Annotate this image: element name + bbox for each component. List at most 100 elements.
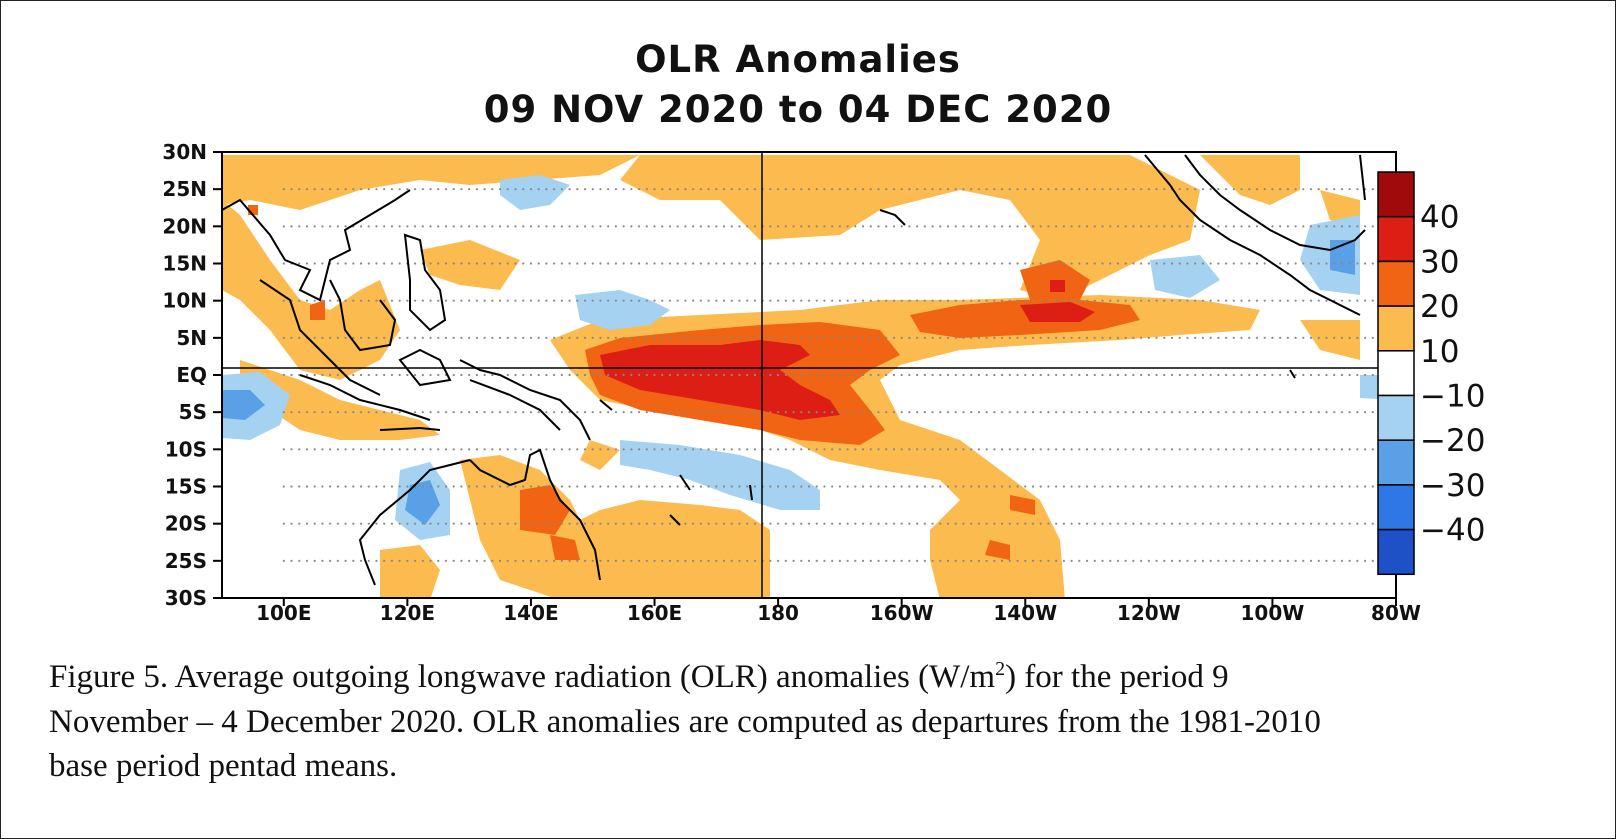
grid-dot (591, 188, 594, 191)
grid-dot (746, 522, 749, 525)
grid-dot (1078, 448, 1081, 451)
grid-dot (1132, 411, 1135, 414)
grid-dot (861, 485, 865, 488)
grid-dot (529, 336, 533, 339)
grid-dot (305, 188, 309, 191)
negative-anomaly-20-30 (222, 240, 1355, 525)
grid-dot (1340, 411, 1344, 414)
grid-dot (321, 485, 324, 488)
grid-dot (1155, 262, 1158, 265)
grid-dot (491, 336, 494, 339)
grid-dot (630, 188, 633, 191)
grid-dot (336, 336, 339, 339)
grid-dot (877, 485, 880, 488)
grid-dot (653, 188, 656, 191)
grid-dot (475, 262, 478, 265)
grid-dot (684, 448, 687, 451)
grid-dot (336, 559, 339, 562)
grid-dot (1248, 522, 1251, 525)
grid-dot (1116, 299, 1120, 302)
grid-dot (475, 299, 478, 302)
grid-dot (1186, 188, 1189, 191)
grid-dot (1248, 299, 1251, 302)
grid-dot (1116, 188, 1120, 191)
grid-dot (1039, 485, 1042, 488)
grid-dot (993, 522, 996, 525)
grid-dot (1186, 522, 1189, 525)
grid-dot (1333, 225, 1336, 228)
grid-dot (1147, 225, 1150, 228)
grid-dot (738, 299, 741, 302)
grid-dot (583, 225, 587, 228)
grid-dot (1263, 522, 1266, 525)
grid-dot (707, 188, 710, 191)
grid-dot (614, 262, 618, 265)
grid-dot (1039, 411, 1042, 414)
grid-dot (1093, 373, 1096, 377)
grid-dot (1055, 522, 1058, 525)
grid-dot (1325, 336, 1328, 339)
grid-dot (529, 485, 533, 488)
grid-dot (946, 225, 950, 228)
grid-dot (746, 373, 749, 377)
grid-dot (861, 225, 865, 228)
grid-dot (498, 188, 502, 191)
grid-dot (738, 188, 741, 191)
grid-dot (622, 411, 625, 414)
grid-dot (468, 448, 471, 451)
grid-dot (877, 522, 880, 525)
grid-dot (290, 188, 293, 191)
grid-dot (908, 373, 911, 377)
grid-dot (1178, 188, 1181, 191)
grid-dot (498, 225, 502, 228)
grid-dot (993, 485, 996, 488)
grid-dot (815, 262, 818, 265)
grid-dot (1294, 448, 1297, 451)
grid-dot (1101, 522, 1104, 525)
grid-dot (707, 411, 710, 414)
grid-dot (684, 299, 687, 302)
grid-dot (939, 225, 942, 228)
grid-dot (722, 188, 726, 191)
grid-dot (599, 299, 602, 302)
grid-dot (336, 411, 339, 414)
grid-dot (684, 373, 687, 377)
grid-dot (1124, 225, 1127, 228)
grid-dot (398, 299, 401, 302)
grid-dot (444, 262, 448, 265)
grid-dot (962, 485, 965, 488)
grid-dot (753, 522, 757, 525)
grid-dot (1364, 448, 1367, 451)
grid-dot (885, 411, 888, 414)
grid-dot (1294, 485, 1297, 488)
grid-dot (1209, 299, 1212, 302)
grid-dot (730, 299, 733, 302)
grid-dot (970, 262, 973, 265)
grid-dot (1302, 225, 1305, 228)
grid-dot (800, 188, 803, 191)
grid-dot (614, 448, 618, 451)
grid-dot (753, 411, 757, 414)
grid-dot (1224, 336, 1228, 339)
grid-dot (282, 522, 285, 525)
grid-dot (900, 225, 903, 228)
grid-dot (977, 336, 981, 339)
grid-dot (568, 299, 571, 302)
grid-dot (491, 559, 494, 562)
grid-dot (854, 485, 857, 488)
grid-dot (1178, 336, 1181, 339)
grid-dot (1132, 336, 1135, 339)
grid-dot (329, 485, 332, 488)
grid-dot (506, 299, 509, 302)
grid-dot (1240, 559, 1243, 562)
grid-dot (1255, 188, 1259, 191)
grid-dot (916, 448, 919, 451)
grid-dot (699, 262, 702, 265)
grid-dot (854, 188, 857, 191)
grid-dot (869, 522, 872, 525)
grid-dot (622, 373, 625, 377)
grid-dot (1340, 559, 1344, 562)
colorbar-label: 10 (1420, 334, 1459, 370)
grid-dot (475, 225, 478, 228)
grid-dot (769, 448, 772, 451)
